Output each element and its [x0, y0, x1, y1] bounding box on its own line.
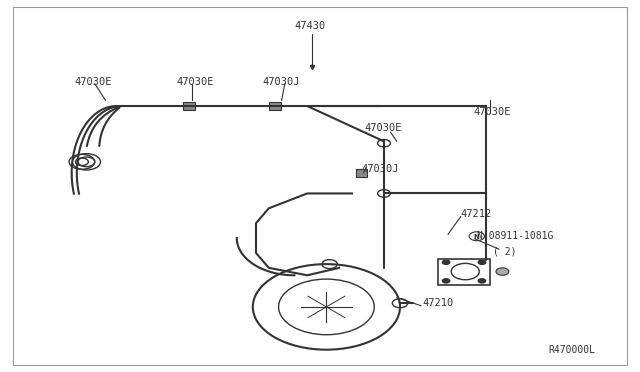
Text: 47030E: 47030E	[74, 77, 111, 87]
Text: 47030E: 47030E	[474, 107, 511, 116]
Text: 47030E: 47030E	[177, 77, 214, 87]
Circle shape	[478, 279, 486, 283]
Text: N 08911-1081G: N 08911-1081G	[477, 231, 553, 241]
Text: N: N	[474, 234, 480, 240]
Bar	[438, 259, 490, 285]
Text: 47210: 47210	[422, 298, 454, 308]
Text: 47430: 47430	[295, 21, 326, 31]
Text: 47030J: 47030J	[362, 164, 399, 174]
Bar	[183, 102, 195, 110]
Circle shape	[442, 260, 450, 264]
Bar	[269, 102, 281, 110]
Circle shape	[442, 279, 450, 283]
Circle shape	[478, 260, 486, 264]
Text: 47212: 47212	[461, 209, 492, 219]
Text: 47030E: 47030E	[365, 124, 403, 133]
Text: 47030J: 47030J	[263, 77, 300, 87]
Bar	[356, 169, 367, 177]
Circle shape	[496, 268, 509, 275]
Text: ( 2): ( 2)	[493, 246, 516, 256]
Text: R470000L: R470000L	[548, 345, 595, 355]
